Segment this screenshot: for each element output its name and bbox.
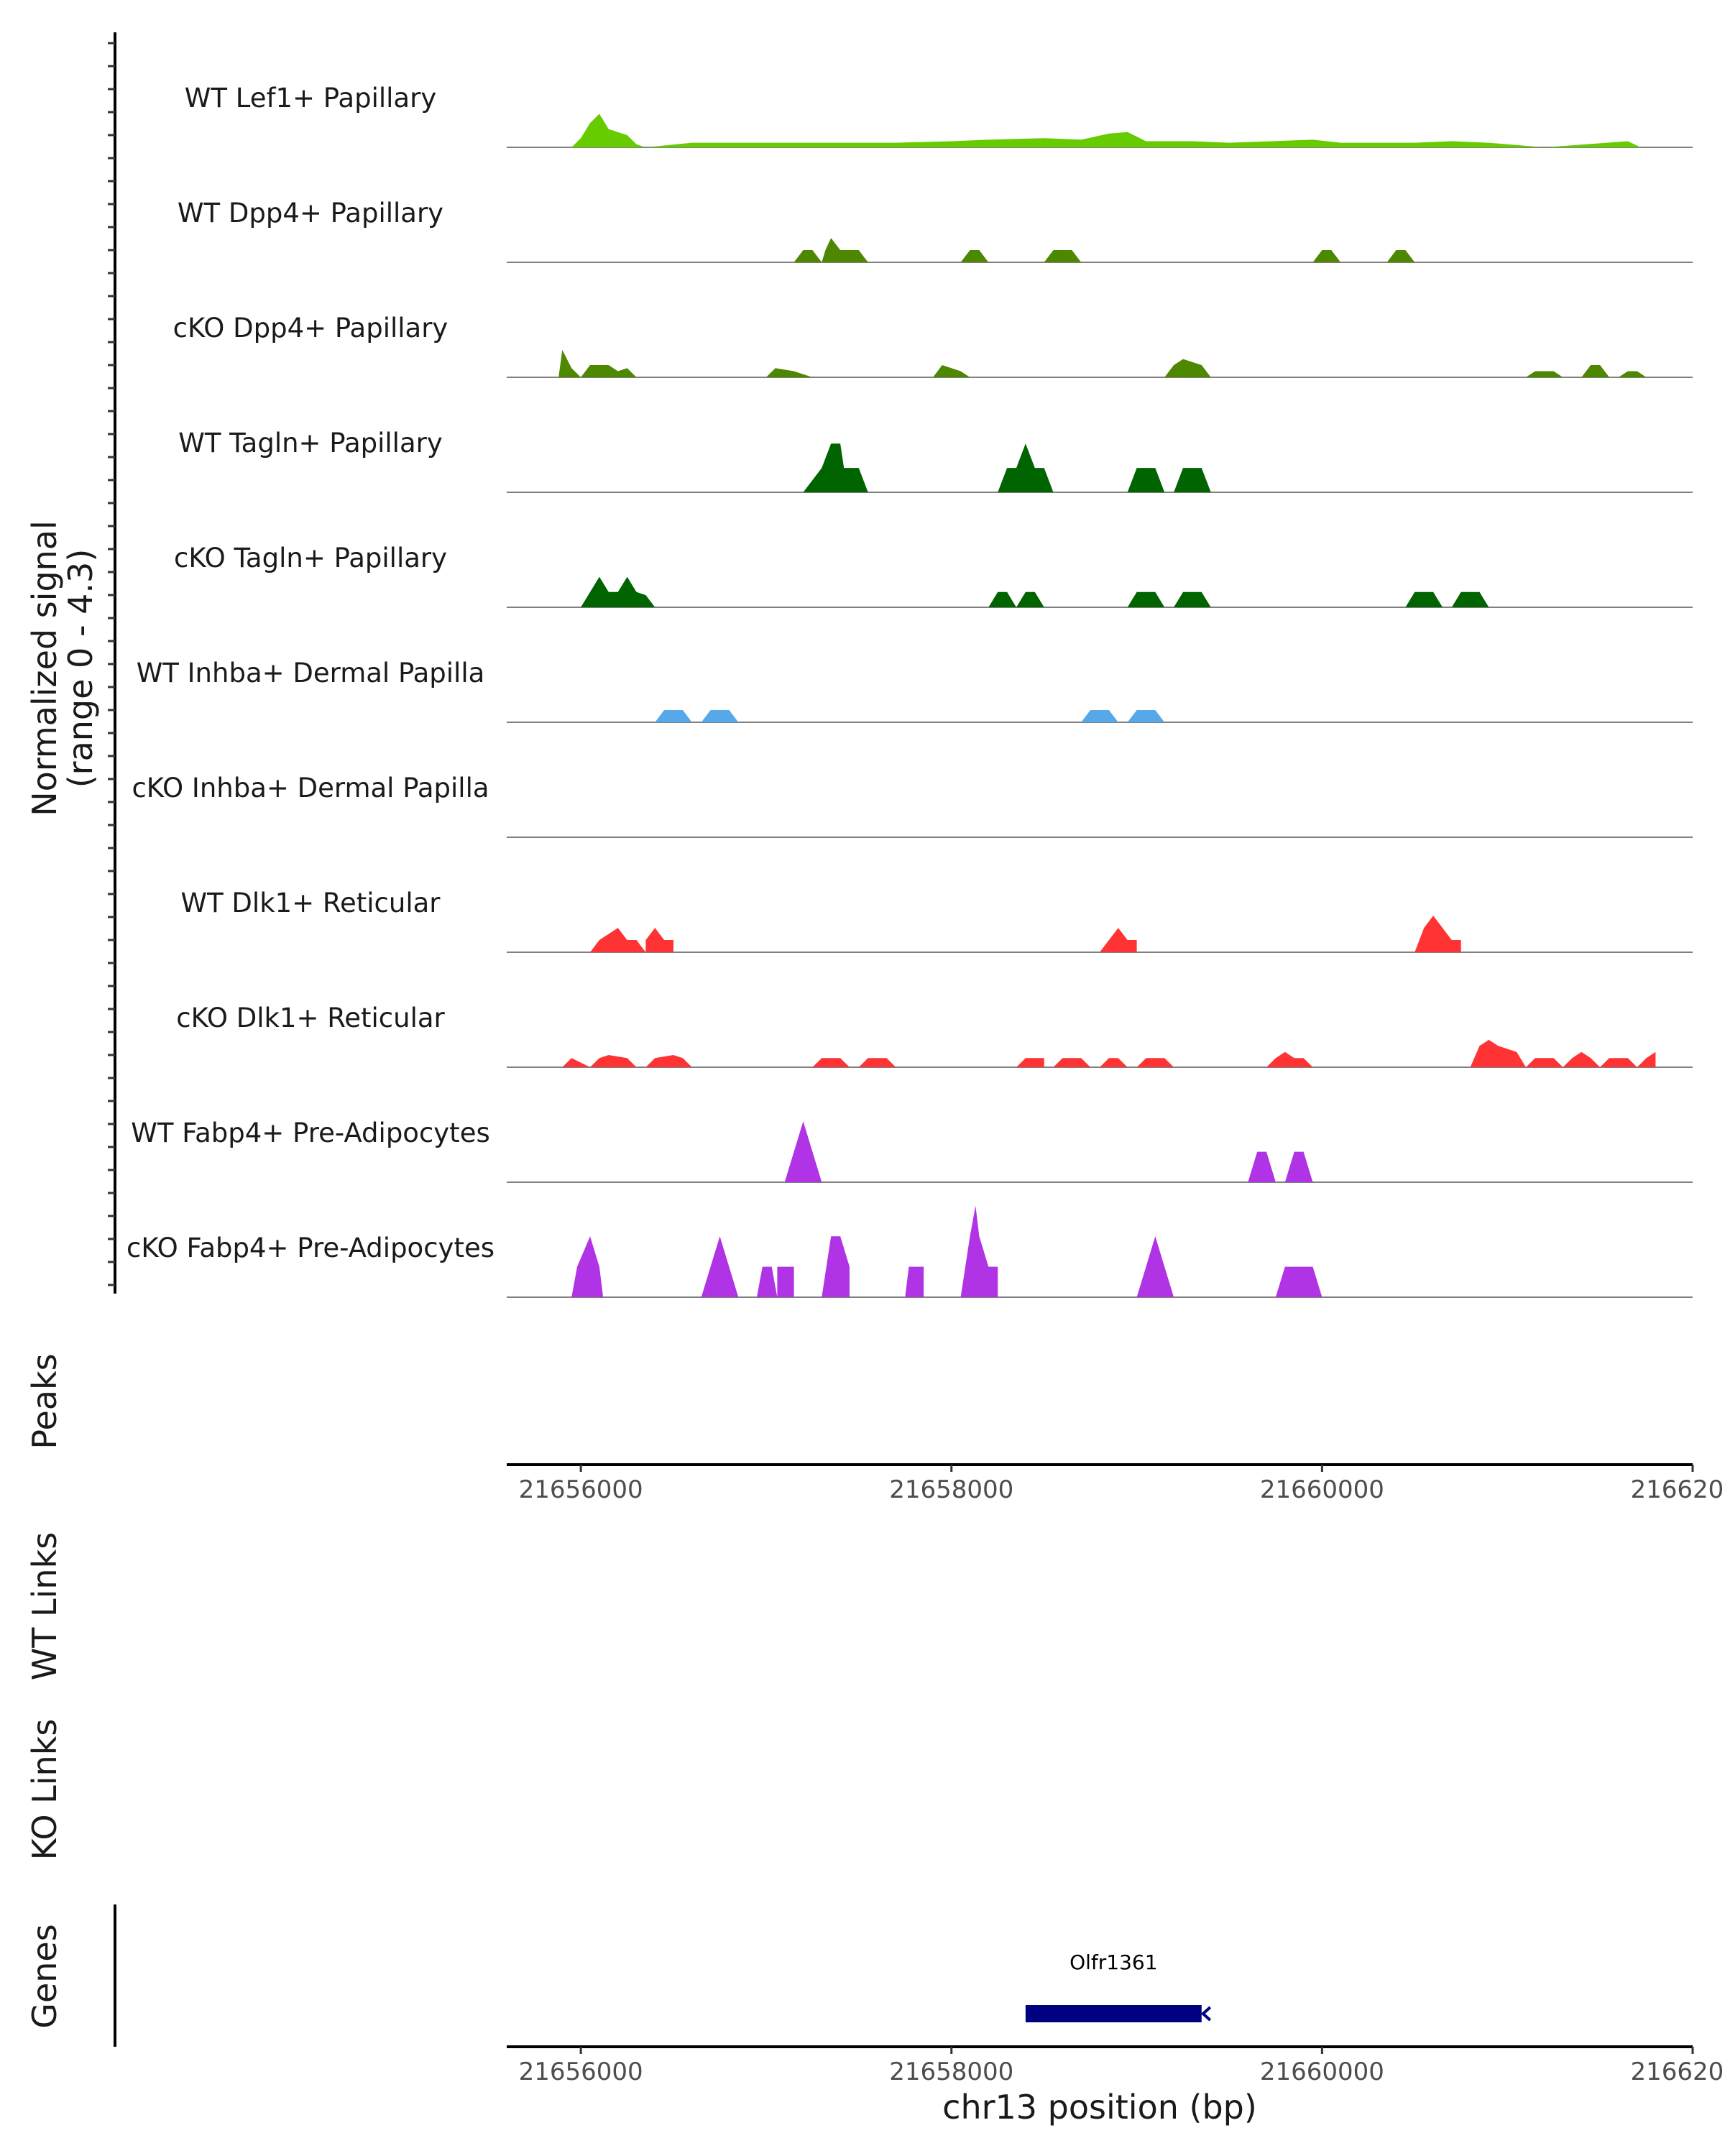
coverage-area: [562, 1039, 1656, 1067]
track-label: WT Inhba+ Dermal Papilla: [137, 658, 485, 688]
x-tick-label: 21662000: [1630, 2058, 1725, 2086]
gene-annotations: Olfr1361: [1025, 1950, 1212, 2022]
coverage-area: [784, 1121, 1313, 1182]
coverage-tracks: WT Lef1+ Papillary WT Dpp4+ Papillary cKO …: [126, 83, 1693, 1298]
wt-links-label: WT Links: [25, 1532, 64, 1680]
x-tick-label: 21660000: [1260, 1475, 1384, 1504]
gene-strand-arrow: [1200, 2006, 1212, 2022]
track-label: cKO Tagln+ Papillary: [174, 543, 447, 573]
coverage-area: [571, 1205, 1322, 1297]
track-label: cKO Inhba+ Dermal Papilla: [132, 773, 489, 803]
coverage-area: [571, 114, 1641, 147]
coverage-area: [581, 576, 1489, 607]
track-label: WT Lef1+ Papillary: [185, 83, 436, 114]
track-label: cKO Dlk1+ Reticular: [176, 1003, 445, 1033]
gene-label: Olfr1361: [1070, 1950, 1157, 1974]
coverage-area: [655, 710, 1165, 722]
x-axis-title: chr13 position (bp): [942, 2088, 1257, 2127]
x-tick-label: 21656000: [519, 1475, 643, 1504]
x-tick-label: 21662000: [1630, 1475, 1725, 1504]
x-axis-peaks: 21656000 21658000 21660000 21662000: [507, 1463, 1725, 1504]
coverage-y-axis: [108, 32, 116, 1294]
track-label: cKO Fabp4+ Pre-Adipocytes: [126, 1233, 494, 1263]
track-label: cKO Dpp4+ Papillary: [173, 313, 448, 344]
track-label: WT Fabp4+ Pre-Adipocytes: [131, 1118, 489, 1148]
peaks-track-label: Peaks: [25, 1353, 64, 1449]
coverage-area: [794, 238, 1415, 262]
track-label: WT Dlk1+ Reticular: [180, 888, 441, 918]
x-tick-label: 21660000: [1260, 2058, 1384, 2086]
x-tick-label: 21656000: [519, 2058, 643, 2086]
gene-body: [1025, 2005, 1202, 2022]
genes-track-label: Genes: [25, 1924, 64, 2028]
coverage-area: [590, 916, 1461, 952]
y-axis-subtitle: (range 0 - 4.3): [61, 549, 100, 788]
y-axis-title: Normalized signal: [25, 520, 64, 816]
track-label: WT Dpp4+ Papillary: [178, 198, 443, 229]
ko-links-label: KO Links: [25, 1719, 64, 1861]
x-tick-label: 21658000: [889, 2058, 1013, 2086]
track-label: WT Tagln+ Papillary: [178, 428, 443, 459]
coverage-area: [803, 443, 1211, 492]
x-tick-label: 21658000: [889, 1475, 1013, 1504]
x-axis-genes: 21656000 21658000 21660000 21662000: [507, 2045, 1725, 2086]
coverage-area: [558, 349, 1647, 377]
